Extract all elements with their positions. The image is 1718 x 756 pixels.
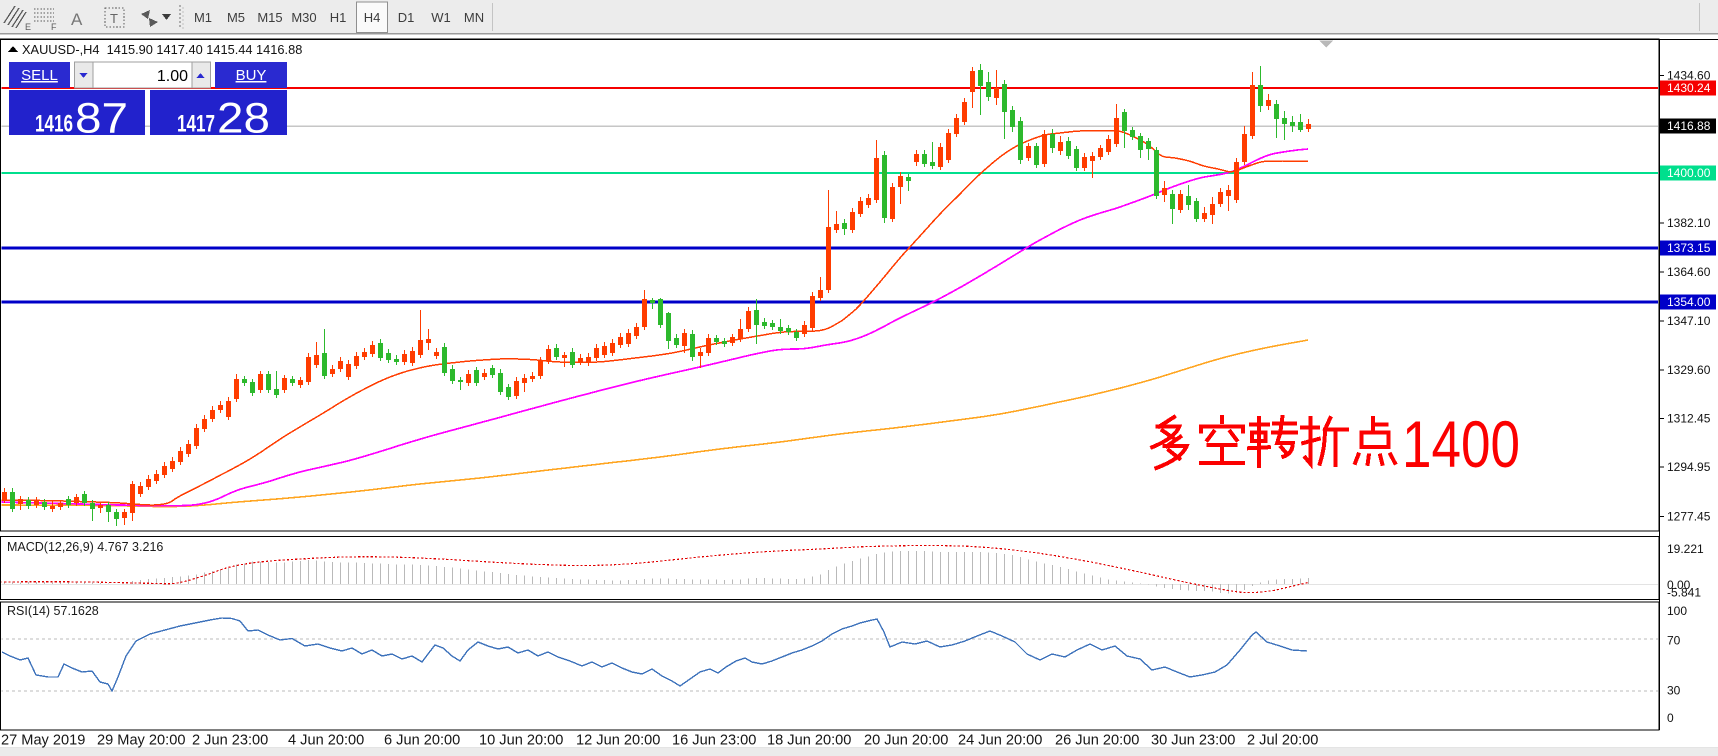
svg-text:MN: MN [464, 10, 484, 25]
svg-text:29 May 20:00: 29 May 20:00 [97, 733, 185, 749]
svg-text:16 Jun 23:00: 16 Jun 23:00 [672, 733, 756, 749]
svg-text:H4: H4 [364, 10, 381, 25]
svg-text:H1: H1 [330, 10, 347, 25]
svg-text:1277.45: 1277.45 [1667, 510, 1711, 524]
svg-text:87: 87 [75, 95, 128, 143]
svg-text:100: 100 [1667, 604, 1687, 618]
svg-text:30 Jun 23:00: 30 Jun 23:00 [1151, 733, 1235, 749]
svg-text:XAUUSD-,H4 1415.90 1417.40 14: XAUUSD-,H4 1415.90 1417.40 1415.44 1416.… [22, 42, 302, 57]
svg-text:28: 28 [217, 95, 270, 143]
svg-text:1.00: 1.00 [157, 68, 188, 85]
svg-text:RSI(14) 57.1628: RSI(14) 57.1628 [7, 604, 99, 618]
svg-text:M5: M5 [227, 10, 245, 25]
svg-text:2 Jul 20:00: 2 Jul 20:00 [1247, 733, 1318, 749]
svg-text:0.00: 0.00 [1667, 578, 1691, 592]
svg-text:W1: W1 [431, 10, 451, 25]
svg-text:24 Jun 20:00: 24 Jun 20:00 [958, 733, 1042, 749]
svg-text:70: 70 [1667, 634, 1681, 648]
svg-text:12 Jun 20:00: 12 Jun 20:00 [576, 733, 660, 749]
svg-text:M1: M1 [194, 10, 212, 25]
svg-text:4 Jun 20:00: 4 Jun 20:00 [288, 733, 364, 749]
svg-text:6 Jun 20:00: 6 Jun 20:00 [384, 733, 460, 749]
svg-text:1400: 1400 [1402, 407, 1520, 481]
svg-text:1416: 1416 [35, 111, 73, 138]
svg-text:1294.95: 1294.95 [1667, 460, 1711, 474]
svg-text:1347.10: 1347.10 [1667, 314, 1711, 328]
svg-text:1400.00: 1400.00 [1667, 166, 1711, 180]
svg-text:1364.60: 1364.60 [1667, 265, 1711, 279]
svg-text:MACD(12,26,9) 4.767 3.216: MACD(12,26,9) 4.767 3.216 [7, 540, 163, 554]
svg-text:D1: D1 [398, 10, 415, 25]
svg-text:30: 30 [1667, 684, 1681, 698]
svg-text:20 Jun 20:00: 20 Jun 20:00 [864, 733, 948, 749]
svg-text:T: T [110, 11, 118, 26]
svg-text:0: 0 [1667, 711, 1674, 725]
svg-text:E: E [25, 22, 31, 32]
svg-text:1416.88: 1416.88 [1667, 119, 1711, 133]
svg-text:1430.24: 1430.24 [1667, 81, 1711, 95]
svg-text:19.221: 19.221 [1667, 542, 1704, 556]
svg-text:26 Jun 20:00: 26 Jun 20:00 [1055, 733, 1139, 749]
svg-text:F: F [51, 22, 57, 32]
svg-text:2 Jun 23:00: 2 Jun 23:00 [192, 733, 268, 749]
svg-text:10 Jun 20:00: 10 Jun 20:00 [479, 733, 563, 749]
svg-text:1382.10: 1382.10 [1667, 216, 1711, 230]
svg-text:18 Jun 20:00: 18 Jun 20:00 [767, 733, 851, 749]
svg-text:1373.15: 1373.15 [1667, 241, 1711, 255]
svg-text:M30: M30 [291, 10, 316, 25]
svg-text:27 May 2019: 27 May 2019 [1, 733, 85, 749]
svg-text:A: A [71, 10, 83, 29]
svg-text:SELL: SELL [21, 67, 58, 84]
svg-text:M15: M15 [257, 10, 282, 25]
svg-text:1417: 1417 [177, 111, 215, 138]
svg-text:BUY: BUY [236, 67, 267, 84]
svg-text:1434.60: 1434.60 [1667, 69, 1711, 83]
svg-text:1329.60: 1329.60 [1667, 363, 1711, 377]
svg-text:-5.841: -5.841 [1667, 586, 1701, 600]
svg-text:1354.00: 1354.00 [1667, 295, 1711, 309]
svg-text:1312.45: 1312.45 [1667, 412, 1711, 426]
